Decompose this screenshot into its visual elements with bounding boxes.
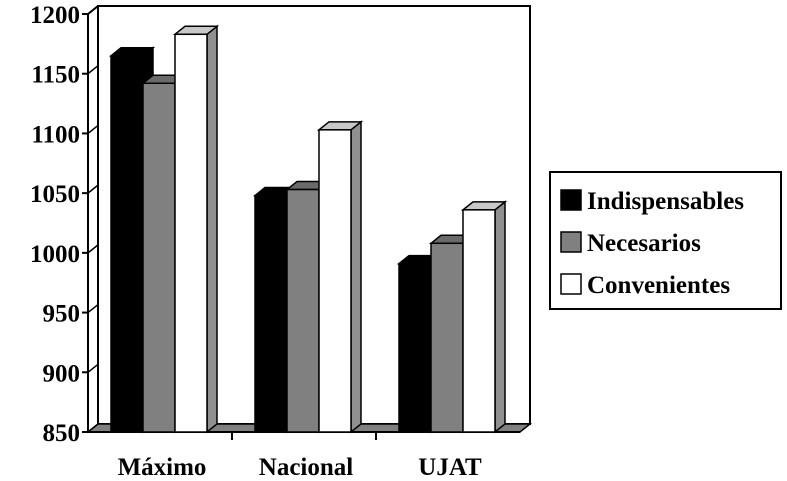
bar-front bbox=[110, 55, 144, 433]
gridline-side bbox=[87, 65, 99, 75]
gridline-side bbox=[87, 124, 99, 135]
y-tick-label: 900 bbox=[43, 360, 81, 387]
y-tick-label: 1200 bbox=[30, 2, 80, 29]
bar-front bbox=[142, 82, 176, 433]
y-tick-label: 1100 bbox=[31, 121, 80, 148]
y-tick-label: 1150 bbox=[31, 62, 80, 89]
y-tick-label: 1000 bbox=[30, 241, 80, 268]
bar-side bbox=[494, 200, 506, 434]
bar-front bbox=[318, 129, 352, 433]
legend-label: Necesarios bbox=[587, 230, 701, 257]
bar-front bbox=[430, 242, 464, 433]
legend-item: Convenientes bbox=[560, 272, 730, 299]
bar bbox=[316, 120, 364, 434]
gridline-side bbox=[87, 363, 99, 373]
x-category-label: Nacional bbox=[259, 454, 354, 481]
y-axis-top-edge bbox=[87, 5, 99, 15]
bar-front bbox=[174, 33, 208, 433]
x-category-label: Máximo bbox=[118, 454, 207, 481]
legend: Indispensables Necesarios Convenientes bbox=[549, 171, 782, 310]
bar-front bbox=[254, 194, 288, 433]
y-axis-ticks: 850 900 950 1000 1050 1100 1150 1200 bbox=[30, 2, 88, 447]
gridline-side bbox=[87, 244, 99, 254]
legend-swatch bbox=[560, 231, 582, 253]
legend-label: Indispensables bbox=[587, 188, 744, 215]
legend-item: Necesarios bbox=[560, 230, 701, 257]
bar-side bbox=[350, 120, 362, 434]
legend-label: Convenientes bbox=[587, 272, 730, 299]
bar-side bbox=[206, 24, 218, 434]
x-category-label: UJAT bbox=[418, 454, 482, 481]
bar-front bbox=[398, 262, 432, 433]
bars bbox=[108, 24, 508, 434]
y-tick-label: 950 bbox=[43, 301, 81, 328]
y-tick-label: 850 bbox=[43, 420, 81, 447]
gridline-side bbox=[87, 184, 99, 194]
legend-swatch bbox=[560, 273, 582, 295]
legend-swatch bbox=[560, 189, 582, 211]
bar-front bbox=[286, 188, 320, 433]
bar bbox=[460, 200, 508, 434]
legend-box bbox=[549, 171, 782, 310]
legend-item: Indispensables bbox=[560, 188, 744, 215]
category-labels: Máximo Nacional UJAT bbox=[118, 454, 482, 481]
gridline-side bbox=[87, 303, 99, 314]
bar bbox=[172, 24, 220, 434]
y-tick-label: 1050 bbox=[30, 181, 80, 208]
bar-front bbox=[462, 209, 496, 433]
